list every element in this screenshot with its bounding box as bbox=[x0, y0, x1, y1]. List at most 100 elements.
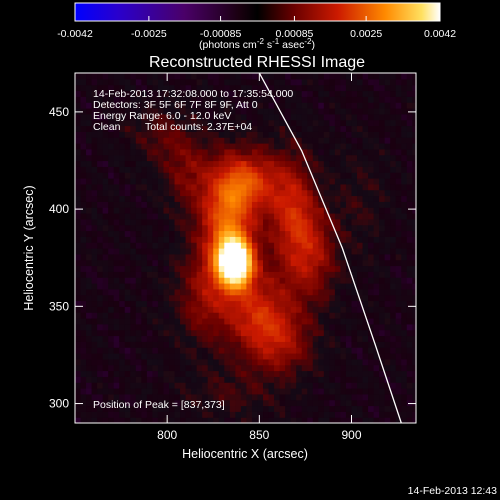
heatmap-cell bbox=[80, 288, 87, 296]
heatmap-cell bbox=[86, 148, 93, 156]
heatmap-cell bbox=[113, 283, 120, 290]
heatmap-cell bbox=[135, 358, 142, 366]
heatmap-cell bbox=[318, 388, 325, 395]
heatmap-cell bbox=[395, 90, 402, 97]
heatmap-cell bbox=[263, 253, 270, 261]
heatmap-cell bbox=[207, 218, 214, 226]
heatmap-cell bbox=[301, 370, 308, 377]
heatmap-cell bbox=[257, 312, 264, 319]
heatmap-cell bbox=[312, 294, 319, 302]
time-range-text: 14-Feb-2013 17:32:08.000 to 17:35:54.000 bbox=[93, 88, 293, 100]
heatmap-cell bbox=[135, 218, 142, 226]
heatmap-cell bbox=[80, 242, 87, 249]
heatmap-cell bbox=[191, 341, 198, 348]
heatmap-cell bbox=[141, 113, 148, 121]
heatmap-cell bbox=[263, 329, 270, 337]
heatmap-cell bbox=[334, 271, 342, 278]
heatmap-cell bbox=[251, 358, 259, 366]
heatmap-cell bbox=[207, 353, 214, 360]
heatmap-cell bbox=[185, 248, 192, 255]
heatmap-cell bbox=[102, 353, 109, 360]
heatmap-cell bbox=[279, 195, 286, 202]
heatmap-cell bbox=[86, 382, 93, 389]
heatmap-cell bbox=[169, 399, 176, 407]
heatmap-cell bbox=[91, 160, 98, 167]
heatmap-cell bbox=[279, 312, 286, 319]
heatmap-cell bbox=[373, 318, 380, 325]
heatmap-cell bbox=[290, 347, 297, 354]
heatmap-cell bbox=[80, 248, 87, 255]
heatmap-cell bbox=[97, 236, 104, 243]
heatmap-cell bbox=[97, 90, 104, 97]
heatmap-cell bbox=[301, 382, 308, 389]
heatmap-cell bbox=[108, 393, 115, 401]
heatmap-cell bbox=[329, 312, 336, 319]
heatmap-cell bbox=[301, 259, 308, 267]
heatmap-cell bbox=[80, 353, 87, 360]
heatmap-cell bbox=[384, 236, 391, 243]
heatmap-cell bbox=[180, 300, 187, 307]
heatmap-cell bbox=[102, 172, 109, 179]
heatmap-cell bbox=[390, 113, 397, 121]
heatmap-cell bbox=[329, 84, 336, 92]
heatmap-cell bbox=[202, 405, 209, 412]
heatmap-cell bbox=[163, 312, 170, 319]
heatmap-cell bbox=[362, 376, 369, 383]
heatmap-cell bbox=[263, 364, 270, 372]
heatmap-cell bbox=[185, 224, 192, 232]
heatmap-cell bbox=[207, 90, 214, 97]
heatmap-cell bbox=[102, 347, 109, 354]
heatmap-cell bbox=[263, 335, 270, 342]
heatmap-cell bbox=[390, 405, 397, 412]
heatmap-cell bbox=[307, 102, 314, 109]
heatmap-cell bbox=[75, 265, 82, 272]
heatmap-cell bbox=[285, 353, 292, 360]
heatmap-cell bbox=[329, 137, 336, 144]
heatmap-cell bbox=[174, 323, 181, 331]
heatmap-cell bbox=[86, 90, 93, 97]
heatmap-cell bbox=[86, 312, 93, 319]
heatmap-cell bbox=[119, 364, 126, 372]
heatmap-cell bbox=[174, 248, 181, 255]
heatmap-cell bbox=[401, 160, 408, 167]
heatmap-cell bbox=[268, 236, 275, 243]
heatmap-cell bbox=[191, 283, 198, 290]
heatmap-cell bbox=[130, 388, 137, 395]
heatmap-cell bbox=[196, 166, 203, 173]
heatmap-cell bbox=[351, 189, 358, 197]
heatmap-cell bbox=[235, 364, 242, 372]
heatmap-cell bbox=[318, 277, 325, 284]
heatmap-cell bbox=[108, 318, 115, 325]
heatmap-cell bbox=[329, 358, 336, 366]
heatmap-cell bbox=[157, 183, 165, 191]
heatmap-cell bbox=[357, 329, 364, 337]
heatmap-cell bbox=[163, 148, 170, 156]
heatmap-cell bbox=[379, 183, 386, 191]
heatmap-cell bbox=[406, 329, 413, 337]
heatmap-cell bbox=[323, 201, 330, 208]
heatmap-cell bbox=[251, 119, 259, 127]
heatmap-cell bbox=[307, 388, 314, 395]
heatmap-cell bbox=[412, 341, 416, 348]
heatmap-cell bbox=[357, 341, 364, 348]
heatmap-cell bbox=[334, 364, 342, 372]
heatmap-cell bbox=[207, 294, 214, 302]
heatmap-cell bbox=[196, 388, 203, 395]
heatmap-cell bbox=[345, 393, 353, 401]
heatmap-cell bbox=[196, 306, 203, 313]
heatmap-cell bbox=[329, 318, 336, 325]
heatmap-cell bbox=[119, 148, 126, 156]
heatmap-cell bbox=[202, 358, 209, 366]
heatmap-cell bbox=[307, 417, 314, 423]
heatmap-cell bbox=[401, 125, 408, 132]
total-counts-text: Total counts: 2.37E+04 bbox=[145, 121, 252, 133]
heatmap-cell bbox=[351, 353, 358, 360]
heatmap-cell bbox=[357, 242, 364, 249]
heatmap-cell bbox=[130, 364, 137, 372]
heatmap-cell bbox=[351, 207, 358, 214]
heatmap-cell bbox=[196, 143, 203, 150]
heatmap-cell bbox=[174, 253, 181, 261]
heatmap-cell bbox=[124, 224, 131, 232]
heatmap-cell bbox=[379, 353, 386, 360]
